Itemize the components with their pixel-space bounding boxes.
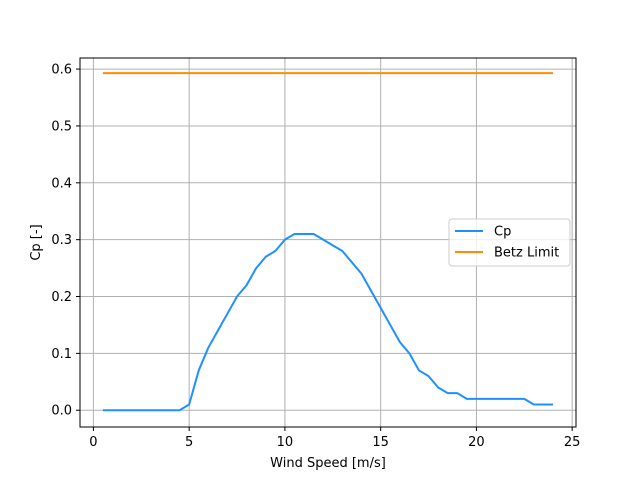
x-axis-label: Wind Speed [m/s] [270,456,386,471]
x-tick-label: 0 [89,435,97,450]
y-tick-label: 0.1 [51,347,72,362]
x-tick-label: 5 [185,435,193,450]
y-tick-label: 0.5 [51,119,72,134]
series-line-cp [102,232,554,412]
plot-series [102,72,554,412]
axis-ticks: 0 5 10 15 20 25 0.0 0.1 0.2 0.3 0.4 0.5 0.6 [51,63,580,450]
legend: Cp Betz Limit [448,218,571,267]
y-tick-label: 0.0 [51,404,72,419]
y-tick-label: 0.4 [51,176,72,191]
y-tick-label: 0.2 [51,290,72,305]
legend-label: Cp [494,225,511,240]
x-tick-label: 15 [372,435,389,450]
legend-label: Betz Limit [494,246,559,261]
y-axis-label: Cp [-] [29,224,44,260]
y-tick-label: 0.6 [51,63,72,78]
y-tick-label: 0.3 [51,233,72,248]
x-tick-label: 10 [277,435,294,450]
x-tick-label: 20 [468,435,485,450]
plot-frame [79,57,577,428]
x-tick-label: 25 [564,435,581,450]
